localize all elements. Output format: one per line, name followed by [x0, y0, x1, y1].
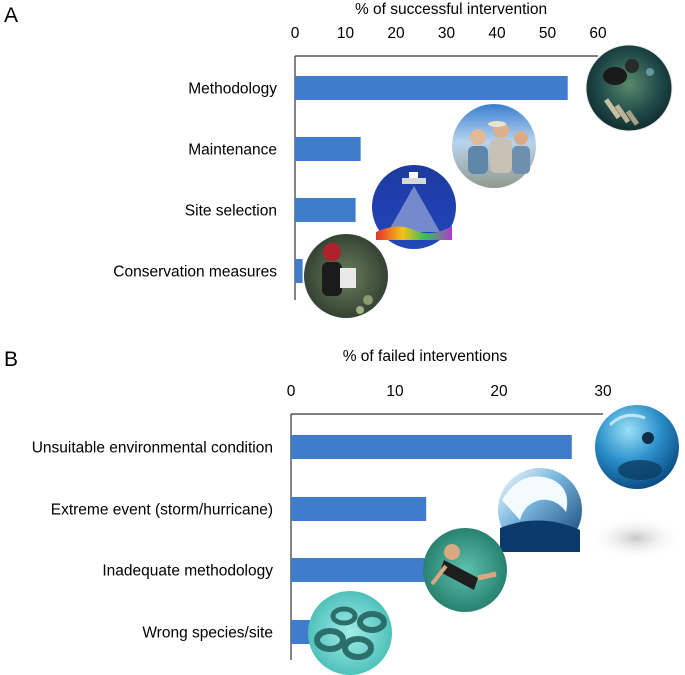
- tick-label: 20: [387, 25, 405, 42]
- panel-b-letter: B: [4, 348, 18, 371]
- panel-a-bars: [295, 76, 568, 283]
- panel-a-letter: A: [4, 4, 18, 27]
- tick-label: 0: [291, 25, 300, 42]
- category-label: Wrong species/site: [142, 625, 273, 642]
- tick-label: 50: [539, 25, 557, 42]
- tick-label: 10: [337, 25, 355, 42]
- bar: [295, 137, 361, 161]
- tick-label: 20: [490, 383, 508, 400]
- bar: [291, 435, 572, 459]
- category-label: Unsuitable environmental condition: [32, 440, 273, 457]
- breaking-wave-photo: [498, 468, 582, 552]
- panel-b-category-labels: Unsuitable environmental condition Extrem…: [32, 440, 274, 642]
- underwater-diver-photo: [595, 405, 679, 489]
- tire-reef-photo: [308, 591, 392, 675]
- panel-b: B % of failed interventions 0 10 20 30 Unsu…: [4, 348, 682, 675]
- bar: [291, 497, 427, 521]
- snorkeler-photo: [423, 528, 507, 612]
- tick-label: 30: [438, 25, 456, 42]
- people-at-meeting-photo: [452, 104, 536, 188]
- bar: [295, 76, 568, 100]
- tick-label: 40: [488, 25, 506, 42]
- diver-with-coral-nursery-photo: [585, 44, 673, 132]
- sonar-seafloor-map-photo: [372, 165, 456, 249]
- category-label: Methodology: [188, 81, 277, 98]
- bar: [295, 259, 303, 283]
- panel-a-tick-labels: 0 10 20 30 40 50 60: [291, 25, 607, 42]
- tick-label: 60: [589, 25, 607, 42]
- panel-a-axis-title: % of successful intervention: [355, 1, 547, 18]
- panel-b-tick-labels: 0 10 20 30: [287, 383, 612, 400]
- panel-a: A % of successful intervention 0 10 20 30 40…: [4, 1, 673, 318]
- category-label: Conservation measures: [113, 264, 277, 281]
- panel-a-category-labels: Methodology Maintenance Site selection Cons…: [113, 81, 277, 281]
- bar: [291, 558, 427, 582]
- bar: [295, 198, 356, 222]
- tick-label: 0: [287, 383, 296, 400]
- category-label: Maintenance: [188, 142, 277, 159]
- person-monitoring-reef-photo: [304, 234, 388, 318]
- photo-shadow: [590, 516, 682, 560]
- tick-label: 30: [594, 383, 612, 400]
- category-label: Site selection: [185, 203, 277, 220]
- tick-label: 10: [386, 383, 404, 400]
- category-label: Extreme event (storm/hurricane): [51, 502, 273, 519]
- panel-b-axis-title: % of failed interventions: [343, 348, 508, 365]
- category-label: Inadequate methodology: [102, 563, 273, 580]
